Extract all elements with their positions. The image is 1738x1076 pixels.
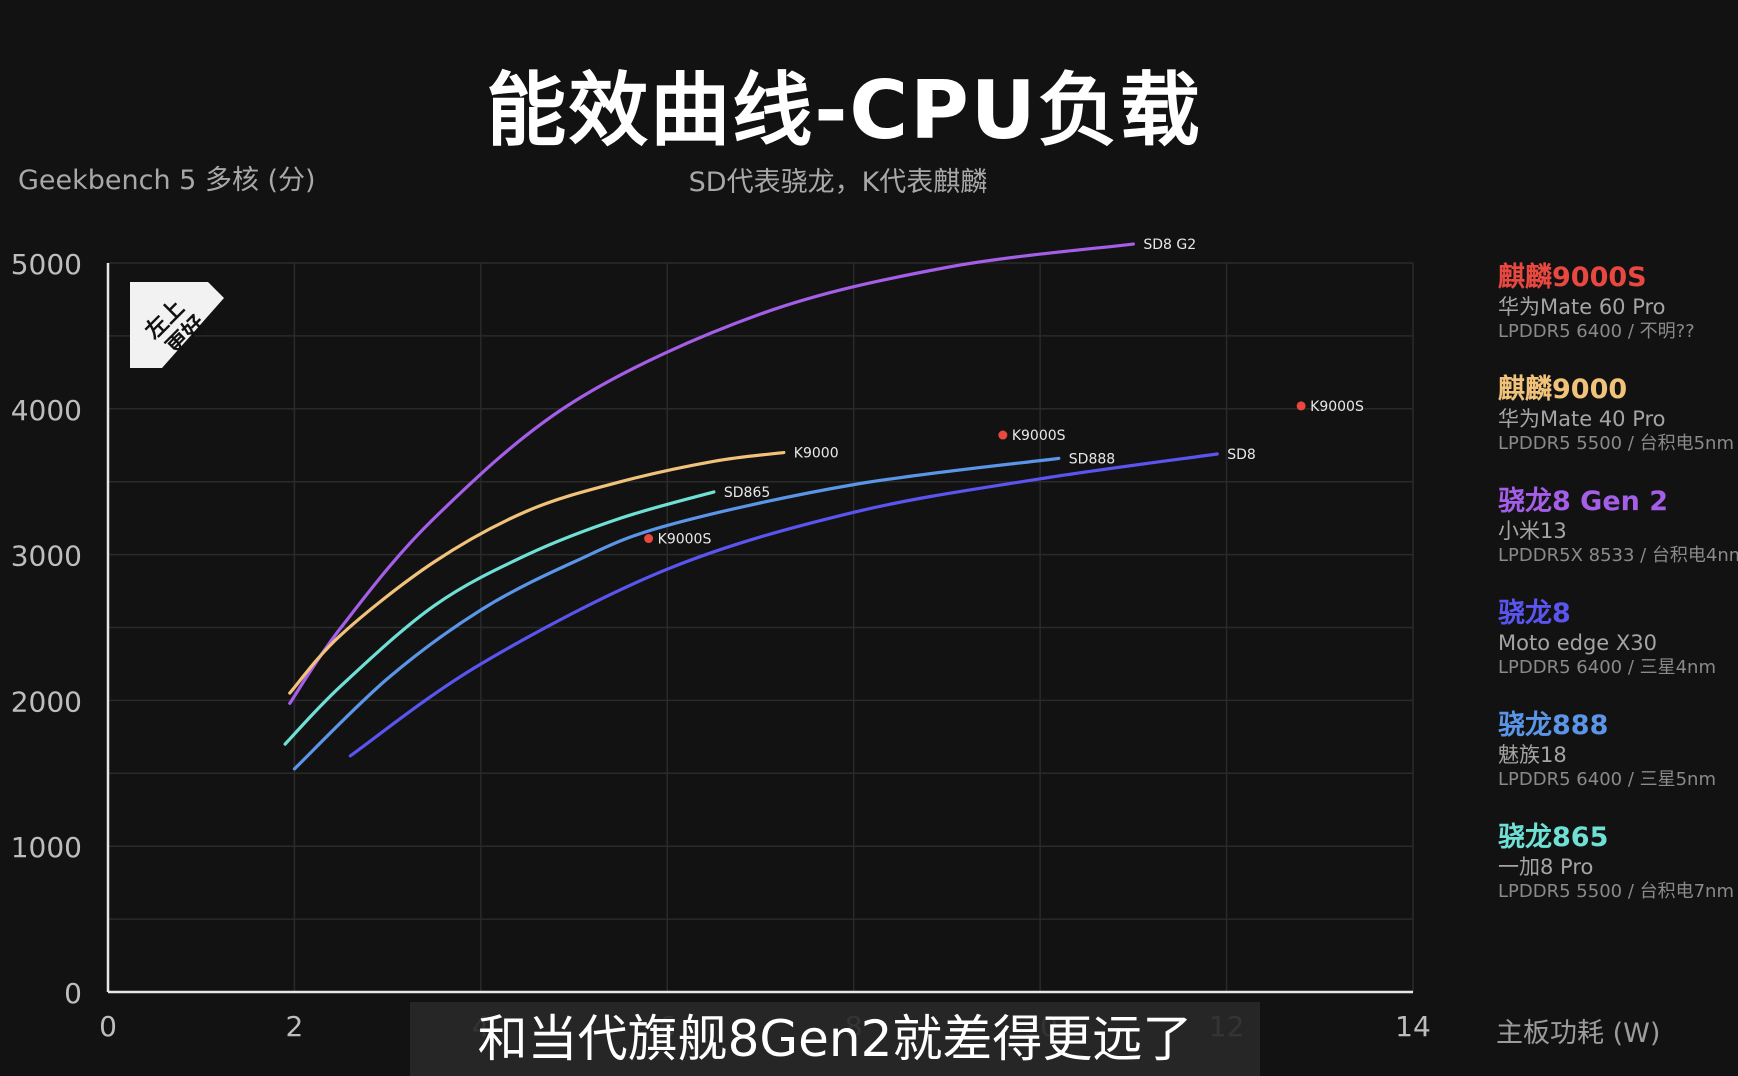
series-line-k9000 [288, 450, 786, 695]
legend-memory: LPDDR5 5500 / 台积电7nm [1498, 881, 1734, 902]
video-subtitle: 和当代旗舰8Gen2就差得更远了 [410, 1002, 1260, 1076]
series-line-sd8g2 [288, 242, 1135, 705]
data-point-k9000s [998, 430, 1008, 440]
series-end-label: SD8 G2 [1143, 237, 1196, 253]
arrow-badge-icon: 左上 更好 [130, 282, 224, 368]
x-axis-label: 主板功耗 (W) [1496, 1018, 1661, 1049]
legend-device: 华为Mate 60 Pro [1498, 295, 1666, 319]
chart-subtitle: SD代表骁龙，K代表麒麟 [688, 167, 988, 198]
data-point-k9000s [644, 534, 654, 544]
legend-memory: LPDDR5 5500 / 台积电5nm [1498, 433, 1734, 454]
x-tick-label: 14 [1395, 1010, 1431, 1043]
legend-name: 麒麟9000S [1498, 262, 1647, 293]
series-line-sd865 [283, 490, 716, 746]
y-tick-label: 5000 [11, 248, 82, 281]
legend-item-sd8g2: 骁龙8 Gen 2 小米13 LPDDR5X 8533 / 台积电4nm [1498, 486, 1738, 598]
series-end-label: SD888 [1069, 451, 1115, 467]
legend-device: 一加8 Pro [1498, 855, 1594, 879]
chart-title: 能效曲线-CPU负载 [486, 64, 1202, 157]
y-tick-label: 3000 [11, 540, 82, 573]
series-end-label: K9000 [794, 446, 839, 462]
data-point-label: K9000S [1012, 428, 1066, 444]
legend-name: 骁龙888 [1498, 710, 1609, 741]
y-tick-label: 1000 [11, 831, 82, 864]
series-line-sd888 [292, 456, 1061, 771]
legend-memory: LPDDR5X 8533 / 台积电4nm [1498, 545, 1738, 566]
legend-name: 骁龙865 [1498, 822, 1609, 853]
series-end-label: SD8 [1227, 447, 1256, 463]
legend-device: 华为Mate 40 Pro [1498, 407, 1666, 431]
y-tick-label: 2000 [11, 685, 82, 718]
y-tick-label: 4000 [11, 394, 82, 427]
data-points: K9000S K9000S K9000S [644, 399, 1364, 548]
legend-memory: LPDDR5 6400 / 三星5nm [1498, 769, 1716, 790]
x-tick-label: 0 [99, 1010, 117, 1043]
series-line-sd8 [348, 452, 1219, 758]
y-tick-label: 0 [64, 977, 82, 1010]
series-lines: SD8 G2 K9000 SD865 SD888 SD8 [283, 237, 1256, 771]
legend: 麒麟9000S 华为Mate 60 Pro LPDDR5 6400 / 不明??… [1498, 262, 1738, 934]
legend-item-sd8: 骁龙8 Moto edge X30 LPDDR5 6400 / 三星4nm [1498, 598, 1738, 710]
data-point-k9000s [1296, 401, 1306, 411]
legend-device: 魅族18 [1498, 743, 1567, 767]
series-end-label: SD865 [724, 485, 770, 501]
legend-device: 小米13 [1498, 519, 1567, 543]
legend-memory: LPDDR5 6400 / 三星4nm [1498, 657, 1716, 678]
data-point-label: K9000S [658, 532, 712, 548]
better-upper-left-badge: 左上 更好 [124, 276, 224, 380]
y-axis-label: Geekbench 5 多核 (分) [18, 165, 316, 196]
legend-name: 骁龙8 [1498, 598, 1571, 629]
legend-item-sd865: 骁龙865 一加8 Pro LPDDR5 5500 / 台积电7nm [1498, 822, 1738, 934]
axes [106, 263, 1413, 994]
data-point-label: K9000S [1310, 399, 1364, 415]
legend-item-k9000: 麒麟9000 华为Mate 40 Pro LPDDR5 5500 / 台积电5n… [1498, 374, 1738, 486]
legend-memory: LPDDR5 6400 / 不明?? [1498, 321, 1695, 342]
legend-device: Moto edge X30 [1498, 631, 1658, 655]
grid-lines [108, 262, 1414, 992]
legend-item-k9000s: 麒麟9000S 华为Mate 60 Pro LPDDR5 6400 / 不明?? [1498, 262, 1738, 374]
legend-name: 骁龙8 Gen 2 [1498, 486, 1669, 517]
legend-name: 麒麟9000 [1498, 374, 1628, 405]
legend-item-sd888: 骁龙888 魅族18 LPDDR5 6400 / 三星5nm [1498, 710, 1738, 822]
x-tick-label: 2 [286, 1010, 304, 1043]
